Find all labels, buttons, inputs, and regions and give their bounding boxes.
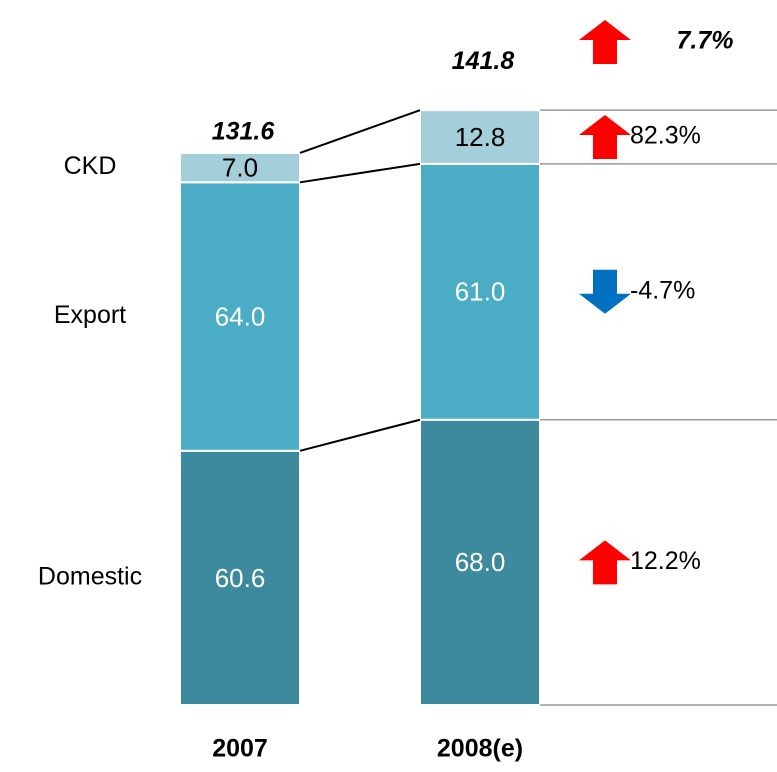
total-label: 131.6 xyxy=(212,118,276,146)
value-label: 60.6 xyxy=(215,563,266,593)
value-label: 68.0 xyxy=(455,547,506,577)
connector xyxy=(299,418,421,452)
change-label: 82.3% xyxy=(630,122,701,150)
bar-segment xyxy=(179,449,301,706)
total-label: 141.8 xyxy=(452,47,515,75)
arrow-up xyxy=(579,114,631,159)
bar-segment xyxy=(419,418,541,706)
series-label: Domestic xyxy=(38,563,142,591)
series-label: Export xyxy=(54,301,126,329)
value-label: 12.8 xyxy=(455,122,506,152)
bar-segment xyxy=(179,181,301,452)
x-tick-label: 2008(e) xyxy=(437,735,523,763)
change-label: 12.2% xyxy=(630,547,701,575)
bar-segment xyxy=(419,162,541,421)
connector xyxy=(299,109,421,154)
value-label: 7.0 xyxy=(222,152,258,182)
arrow-up xyxy=(579,20,631,64)
bar-segment xyxy=(179,151,301,184)
total-change-label: 7.7% xyxy=(677,27,734,55)
x-tick-label: 2007 xyxy=(212,735,268,763)
series-label: CKD xyxy=(64,152,117,180)
bar-segment xyxy=(419,109,541,165)
connector xyxy=(299,162,421,184)
arrow-down xyxy=(579,269,631,314)
change-label: -4.7% xyxy=(630,276,695,304)
value-label: 64.0 xyxy=(215,301,266,331)
value-label: 61.0 xyxy=(455,277,506,307)
arrow-up xyxy=(579,540,631,585)
